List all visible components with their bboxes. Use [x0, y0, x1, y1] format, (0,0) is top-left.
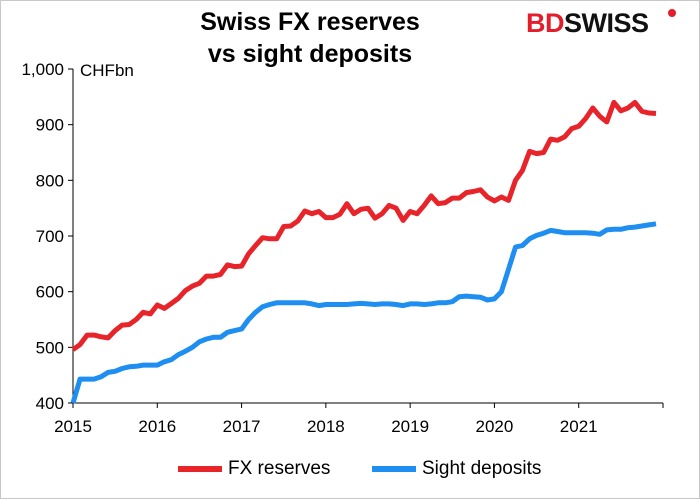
- x-tick-label: 2020: [476, 417, 514, 436]
- x-tick-label: 2019: [391, 417, 429, 436]
- legend-label-fx-reserves: FX reserves: [228, 458, 331, 479]
- legend-label-sight-deposits: Sight deposits: [422, 458, 542, 479]
- logo-bd-text: BD: [526, 8, 565, 38]
- sight-deposits-line: [70, 221, 657, 404]
- legend-swatch-sight-deposits: [372, 466, 416, 472]
- chart-title-line-1: Swiss FX reserves: [200, 8, 420, 36]
- fx-reserves-line: [71, 99, 657, 352]
- x-tick-label: 2021: [560, 417, 598, 436]
- x-tick-label: 2015: [54, 417, 92, 436]
- x-tick-label: 2016: [138, 417, 176, 436]
- unit-label: CHFbn: [80, 61, 134, 80]
- y-tick-label: 500: [36, 338, 64, 357]
- chart-title-line-2: vs sight deposits: [207, 40, 413, 68]
- legend-item-sight-deposits: Sight deposits: [372, 458, 541, 480]
- legend-swatch-fx-reserves: [178, 466, 222, 472]
- chart-title: Swiss FX reserves vs sight deposits: [150, 6, 470, 70]
- bdswiss-logo: BDSWISS: [526, 8, 676, 39]
- logo-dot-icon: [668, 9, 676, 17]
- y-tick-label: 700: [36, 227, 64, 246]
- y-tick-label: 600: [36, 283, 64, 302]
- legend-item-fx-reserves: FX reserves: [178, 458, 330, 480]
- x-tick-label: 2017: [223, 417, 261, 436]
- logo-swiss-text: SWISS: [564, 8, 649, 38]
- legend: FX reserves Sight deposits: [0, 458, 700, 482]
- x-tick-label: 2018: [307, 417, 345, 436]
- y-tick-label: 800: [36, 171, 64, 190]
- y-tick-label: 400: [36, 394, 64, 413]
- y-tick-label: 900: [36, 116, 64, 135]
- y-tick-label: 1,000: [21, 60, 64, 79]
